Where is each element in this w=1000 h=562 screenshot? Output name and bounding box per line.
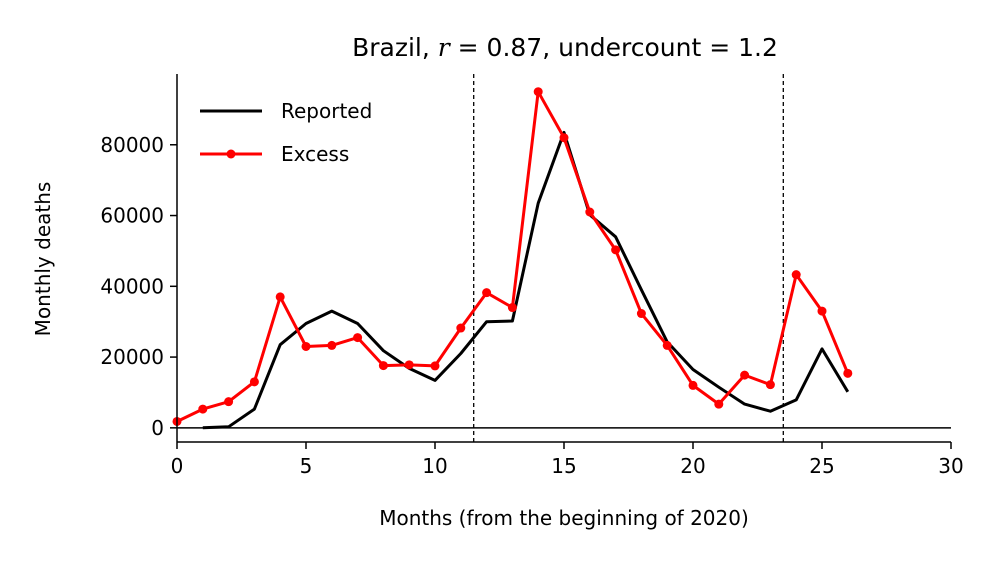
series-point-excess [353, 333, 363, 343]
y-tick-label: 80000 [100, 133, 164, 157]
series-point-excess [559, 133, 569, 143]
period-dividers [473, 74, 784, 442]
series-point-excess [611, 245, 621, 255]
x-ticks: 0 5 10 15 20 25 30 [171, 442, 964, 478]
series-point-excess [482, 288, 492, 298]
series-point-excess [456, 323, 466, 333]
series-point-excess [765, 380, 775, 390]
series-layer [172, 87, 853, 430]
series-point-excess [791, 270, 801, 280]
series-point-excess [688, 380, 698, 390]
y-tick-label: 40000 [100, 274, 164, 298]
series-point-excess [327, 340, 337, 350]
series-point-excess [843, 368, 853, 378]
legend: Reported Excess [200, 99, 372, 166]
series-point-excess [404, 360, 414, 370]
series-point-excess [714, 399, 724, 409]
series-point-excess [507, 303, 517, 313]
chart-title-r-symbol: r [438, 33, 452, 62]
x-axis-label: Months (from the beginning of 2020) [379, 506, 749, 530]
y-axis-label: Monthly deaths [31, 182, 55, 337]
series-point-excess [585, 207, 595, 217]
series-point-excess [224, 397, 234, 407]
series-point-excess [378, 361, 388, 371]
x-tick-label: 0 [171, 454, 184, 478]
legend-marker-excess [226, 149, 236, 159]
legend-label-reported: Reported [281, 99, 372, 123]
series-point-excess [533, 87, 543, 97]
x-tick-label: 30 [938, 454, 963, 478]
series-point-excess [662, 340, 672, 350]
series-point-excess [198, 404, 208, 414]
y-tick-label: 20000 [100, 345, 164, 369]
chart-title: Brazil, r = 0.87, undercount = 1.2 [352, 33, 778, 62]
y-tick-label: 0 [151, 416, 164, 440]
x-tick-label: 15 [551, 454, 576, 478]
x-tick-label: 25 [809, 454, 834, 478]
chart-title-rest: = 0.87, undercount = 1.2 [450, 33, 778, 62]
chart-title-prefix: Brazil, [352, 33, 438, 62]
x-tick-label: 10 [422, 454, 447, 478]
y-ticks: 0 20000 40000 60000 80000 [100, 133, 177, 440]
series-point-excess [301, 341, 311, 351]
series-point-excess [275, 292, 285, 302]
x-tick-label: 5 [300, 454, 313, 478]
series-point-excess [817, 306, 827, 316]
series-line-reported [202, 130, 850, 430]
series-point-excess [740, 370, 750, 380]
legend-label-excess: Excess [281, 142, 349, 166]
x-tick-label: 20 [680, 454, 705, 478]
series-point-excess [249, 377, 259, 387]
series-point-excess [636, 309, 646, 319]
y-tick-label: 60000 [100, 204, 164, 228]
series-point-excess [430, 361, 440, 371]
